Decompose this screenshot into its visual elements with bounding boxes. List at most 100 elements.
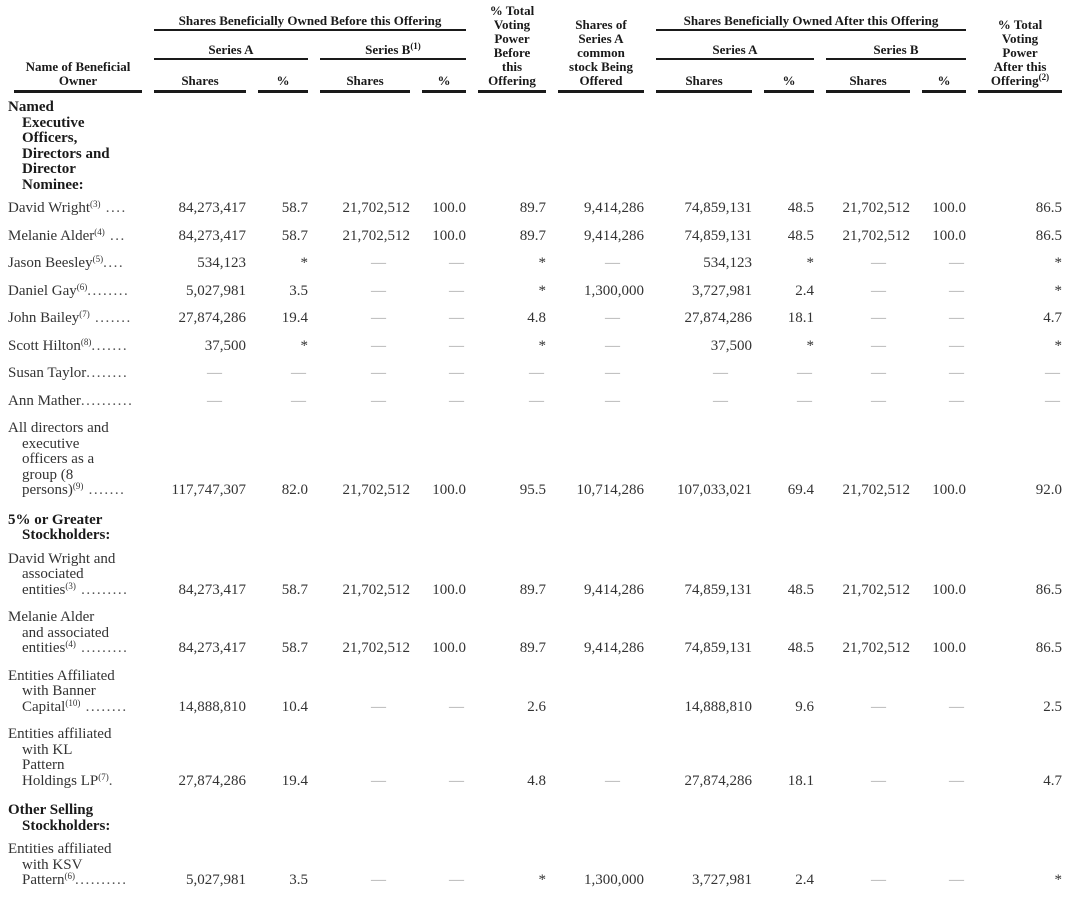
cell-value: — [605, 337, 620, 354]
col-header-name: Name of Beneficial Owner [8, 4, 148, 93]
cell-value: — [371, 255, 386, 271]
cell-value: 21,702,512 [342, 227, 411, 244]
series-b-before-text: Series B [365, 42, 411, 58]
cell-value: — [371, 772, 386, 789]
dot-leader: ....... [83, 482, 126, 498]
series-a-after-label: Series A [656, 41, 814, 61]
cell-value: 58.7 [281, 581, 308, 598]
cell-value: 48.5 [787, 200, 814, 216]
col-group-series-b-after: Series B [820, 31, 972, 61]
pct-label: % [922, 72, 966, 93]
cell-value: 5,027,981 [186, 282, 246, 299]
cell-value: 48.5 [787, 227, 814, 244]
cell-value: 86.5 [1035, 227, 1062, 244]
table-row: All directors and executive officers as … [8, 416, 1068, 506]
cell-value: 9,414,286 [584, 200, 644, 216]
cell-value: — [371, 872, 386, 888]
table-header: Name of Beneficial Owner Shares Benefici… [8, 4, 1068, 93]
cell-value: 21,702,512 [342, 200, 411, 216]
cell-value: 69.4 [787, 482, 814, 498]
cell-value: 19.4 [281, 310, 308, 326]
cell-value: * [806, 337, 815, 354]
cell-value: — [871, 772, 886, 789]
cell-value: 1,300,000 [584, 872, 644, 888]
cell-value: 9.6 [795, 698, 814, 715]
cell-value: 10.4 [281, 698, 308, 715]
col-header-shares-4: Shares [820, 60, 916, 93]
owner-name: Melanie Alder and associated entities(4)… [8, 605, 148, 664]
cell-value: 3.5 [289, 282, 308, 299]
cell-value: — [949, 310, 964, 326]
cell-value: — [371, 310, 386, 326]
cell-value: — [871, 282, 886, 299]
cell-value: 4.7 [1043, 310, 1062, 326]
cell-value: * [538, 872, 547, 888]
cell-value: — [713, 365, 728, 381]
owner-name-text: Entities affiliated with KL Pattern Hold… [8, 726, 112, 789]
cell-value: — [797, 392, 812, 409]
footnote-ref: (8) [80, 336, 92, 347]
cell-value: 9,414,286 [584, 227, 644, 244]
table-row: Daniel Gay(6)........ 5,027,981 3.5 — — * 1,30… [8, 279, 1068, 307]
dot-leader: ........ [87, 282, 130, 299]
cell-value: * [300, 255, 309, 271]
cell-value: 27,874,286 [684, 310, 753, 326]
cell-value: * [1054, 282, 1063, 299]
cell-value: 84,273,417 [178, 227, 247, 244]
cell-value: 100.0 [932, 200, 966, 216]
cell-value: 37,500 [710, 337, 752, 354]
series-b-before-label: Series B(1) [320, 41, 466, 61]
cell-value: — [1045, 365, 1060, 381]
cell-value: 86.5 [1035, 640, 1062, 656]
cell-value: — [449, 310, 464, 326]
section-row: 5% or Greater Stockholders: [8, 506, 1068, 547]
cell-value: * [1054, 337, 1063, 354]
owner-name-text: Entities Affiliated with Banner Capital [8, 667, 115, 715]
cell-value: — [449, 365, 464, 381]
cell-value: — [871, 698, 886, 715]
cell-value: 4.8 [527, 772, 546, 789]
series-b-after-text: Series B [873, 42, 919, 58]
cell-value: — [797, 365, 812, 381]
table-row: Entities Affiliated with Banner Capital(… [8, 664, 1068, 723]
cell-value: 37,500 [204, 337, 246, 354]
cell-value: — [449, 872, 464, 888]
cell-value: 100.0 [432, 227, 466, 244]
cell-value: 21,702,512 [342, 640, 411, 656]
cell-value: — [291, 365, 306, 381]
pct-label: % [258, 72, 308, 93]
cell-value: 107,033,021 [677, 482, 752, 498]
owner-name-text: John Bailey [8, 310, 80, 326]
cell-value: — [871, 392, 886, 409]
cell-value: — [949, 392, 964, 409]
shares-label: Shares [320, 72, 410, 93]
col-group-before-offering: Shares Beneficially Owned Before this Of… [148, 4, 472, 31]
cell-value: 86.5 [1035, 581, 1062, 598]
owner-name-text: Entities affiliated with KSV Pattern [8, 841, 112, 888]
shares-label: Shares [154, 72, 246, 93]
header-row-groups: Name of Beneficial Owner Shares Benefici… [8, 4, 1068, 93]
cell-value: 5,027,981 [186, 872, 246, 888]
shares-offered-label: Shares of Series A common stock Being Of… [558, 18, 644, 93]
cell-value: 100.0 [932, 227, 966, 244]
cell-value [552, 664, 650, 723]
cell-value: 74,859,131 [684, 581, 753, 598]
dot-leader: ....... [89, 310, 132, 326]
cell-value: 9,414,286 [584, 640, 644, 656]
cell-value: * [300, 337, 309, 354]
col-header-voting-before: % Total Voting Power Before this Offerin… [472, 4, 552, 93]
table-body: Named Executive Officers, Directors and … [8, 93, 1068, 896]
dot-leader: .......... [75, 872, 128, 888]
cell-value: 19.4 [281, 772, 308, 789]
series-a-after-text: Series A [712, 42, 758, 58]
cell-value: 74,859,131 [684, 227, 753, 244]
cell-value: — [949, 337, 964, 354]
table-row: Entities affiliated with KL Pattern Hold… [8, 722, 1068, 796]
col-header-shares-1: Shares [148, 60, 252, 93]
cell-value: 534,123 [703, 255, 752, 271]
cell-value: — [371, 282, 386, 299]
cell-value: 18.1 [787, 310, 814, 326]
footnote-ref: (5) [92, 254, 104, 264]
cell-value: 48.5 [787, 640, 814, 656]
cell-value: 18.1 [787, 772, 814, 789]
